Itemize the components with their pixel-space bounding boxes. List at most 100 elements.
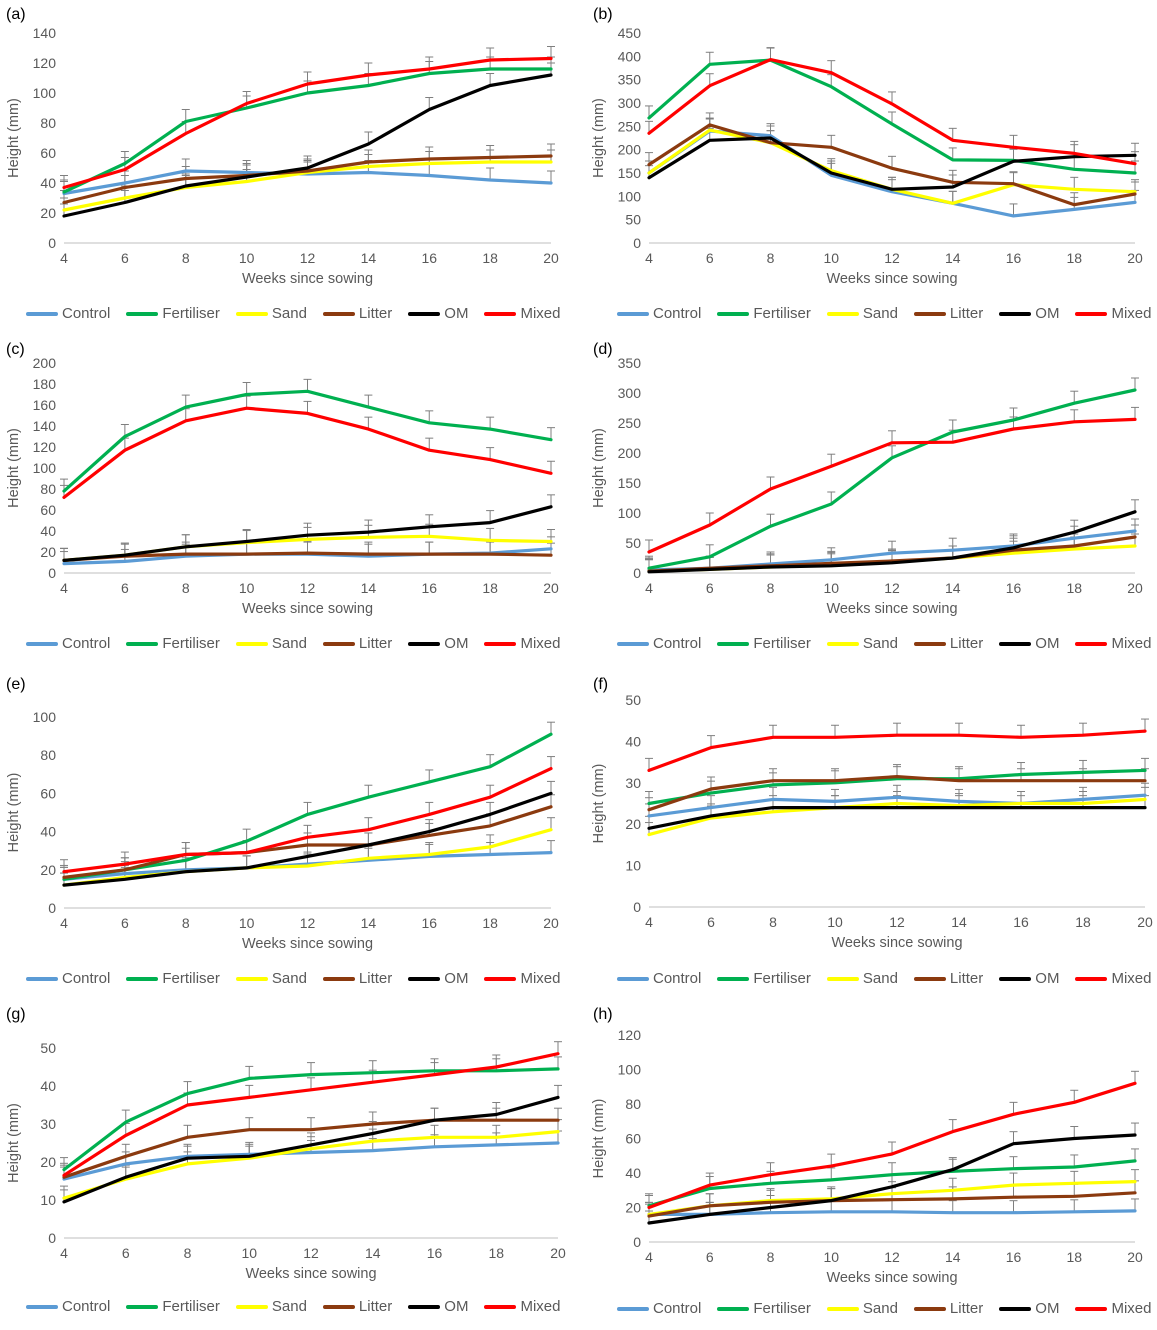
error-bar <box>707 803 715 816</box>
legend-item: OM <box>999 305 1059 322</box>
legend-label: Mixed <box>1111 970 1152 987</box>
error-bar <box>1070 1126 1079 1139</box>
y-tick-label: 20 <box>40 862 56 878</box>
error-bar <box>1070 1154 1079 1167</box>
error-bar <box>364 541 373 555</box>
y-tick-label: 100 <box>33 85 57 101</box>
series-line-fertiliser <box>647 388 1137 570</box>
legend-swatch <box>826 1306 859 1311</box>
y-tick-label: 300 <box>618 385 642 401</box>
x-axis-title: Weeks since sowing <box>242 601 373 617</box>
x-tick-label: 8 <box>182 915 190 931</box>
legend-item: Control <box>617 970 701 987</box>
legend-item: OM <box>408 1298 468 1315</box>
error-bar <box>307 1117 315 1130</box>
legend-item: Mixed <box>1075 635 1151 652</box>
error-bar <box>948 190 957 204</box>
x-tick-label: 16 <box>421 580 437 596</box>
chart-panel: (e) 0 20 40 60 80 100 4 6 8 10 12 14 16 18 20 Weeks sinc… <box>0 670 572 1000</box>
chart-panel: (a) 0 20 40 60 80 100 120 140 4 6 8 10 12 14 16 18 20 Week… <box>0 0 572 330</box>
y-axis-title: Height (mm) <box>6 773 22 853</box>
legend-item: Mixed <box>484 1298 560 1315</box>
chart-svg: 0 20 40 60 80 100 120 140 160 180 200 4 6 8 10 12 14 16 18… <box>6 355 559 617</box>
x-tick-label: 8 <box>767 1249 775 1265</box>
y-tick-label: 40 <box>40 824 56 840</box>
x-tick-label: 14 <box>945 250 961 266</box>
error-bar <box>547 427 555 440</box>
error-bar <box>303 824 312 838</box>
y-tick-label: 150 <box>618 475 642 491</box>
legend-label: Sand <box>862 1300 898 1317</box>
chart-panel: (g) 0 10 20 30 40 50 4 6 8 10 12 14 16 18 20 Weeks since… <box>0 1000 572 1330</box>
error-bar <box>1009 1172 1018 1186</box>
y-tick-label: 40 <box>40 175 56 191</box>
x-tick-label: 18 <box>482 915 498 931</box>
error-bar <box>547 170 555 183</box>
error-bar <box>121 1143 130 1157</box>
legend-swatch <box>235 311 268 316</box>
error-bar <box>242 529 251 542</box>
legend-swatch <box>617 641 649 646</box>
legend-item: Control <box>26 305 110 322</box>
chart-panel: (f) 0 10 20 30 40 50 4 6 8 10 12 14 16 18 20 Weeks since… <box>585 670 1157 1000</box>
error-bar <box>1070 1183 1079 1197</box>
x-tick-label: 12 <box>884 250 900 266</box>
error-bar <box>486 784 495 798</box>
error-bar <box>1009 1156 1018 1169</box>
error-bar <box>486 801 495 815</box>
y-tick-label: 400 <box>618 48 642 64</box>
error-bar <box>303 378 312 392</box>
series-line-om <box>647 136 1137 191</box>
x-tick-label: 8 <box>767 580 775 596</box>
legend-label: Mixed <box>1111 1300 1152 1317</box>
error-bar <box>1070 1199 1079 1212</box>
chart-legend: Control Fertiliser Sand Litter OM Mixed <box>26 635 576 652</box>
x-tick-label: 20 <box>1127 580 1143 596</box>
legend-swatch <box>126 311 159 316</box>
legend-swatch <box>26 1304 58 1309</box>
y-tick-label: 100 <box>618 1062 642 1078</box>
x-tick-label: 4 <box>60 580 68 596</box>
chart-svg: 0 10 20 30 40 50 4 6 8 10 12 14 16 18 20 Weeks since so… <box>6 1040 566 1282</box>
x-tick-label: 12 <box>884 580 900 596</box>
y-tick-label: 80 <box>625 1096 641 1112</box>
error-bar <box>364 149 373 162</box>
error-bar <box>1079 768 1087 781</box>
error-bar <box>486 73 495 86</box>
legend-item: OM <box>999 1300 1059 1317</box>
error-bar <box>307 1062 315 1075</box>
legend-item: Mixed <box>1075 305 1151 322</box>
error-bar <box>705 112 714 125</box>
legend-item: Control <box>26 635 110 652</box>
legend-item: Mixed <box>484 305 560 322</box>
legend-item: Litter <box>913 305 983 322</box>
legend-swatch <box>999 1306 1032 1311</box>
x-axis-title: Weeks since sowing <box>245 1266 376 1282</box>
legend-swatch <box>913 976 946 981</box>
error-bar <box>486 754 495 767</box>
y-tick-label: 100 <box>618 505 642 521</box>
y-tick-label: 0 <box>48 235 56 251</box>
error-bar <box>888 176 896 190</box>
error-bar <box>766 513 775 527</box>
y-tick-label: 30 <box>40 1116 56 1132</box>
chart-panel: (d) 0 50 100 150 200 250 300 350 4 6 8 10 12 14 16 18 20 W… <box>585 335 1157 665</box>
error-bar <box>492 1054 501 1067</box>
error-bar <box>705 1172 714 1186</box>
legend-swatch <box>826 976 859 981</box>
y-tick-label: 60 <box>40 785 56 801</box>
legend-label: Fertiliser <box>162 1298 220 1315</box>
y-tick-label: 20 <box>625 816 641 832</box>
x-tick-label: 18 <box>482 250 498 266</box>
chart-svg: 0 10 20 30 40 50 4 6 8 10 12 14 16 18 20 Weeks since so… <box>591 692 1153 951</box>
error-bar <box>242 828 251 842</box>
x-tick-label: 10 <box>823 250 839 266</box>
x-tick-label: 16 <box>1013 914 1029 930</box>
series-line-mixed <box>647 729 1147 773</box>
legend-label: Control <box>653 305 702 322</box>
x-axis-title: Weeks since sowing <box>242 271 373 287</box>
legend-swatch <box>617 311 649 316</box>
y-axis-title: Height (mm) <box>591 98 607 178</box>
error-bar <box>1017 795 1025 808</box>
